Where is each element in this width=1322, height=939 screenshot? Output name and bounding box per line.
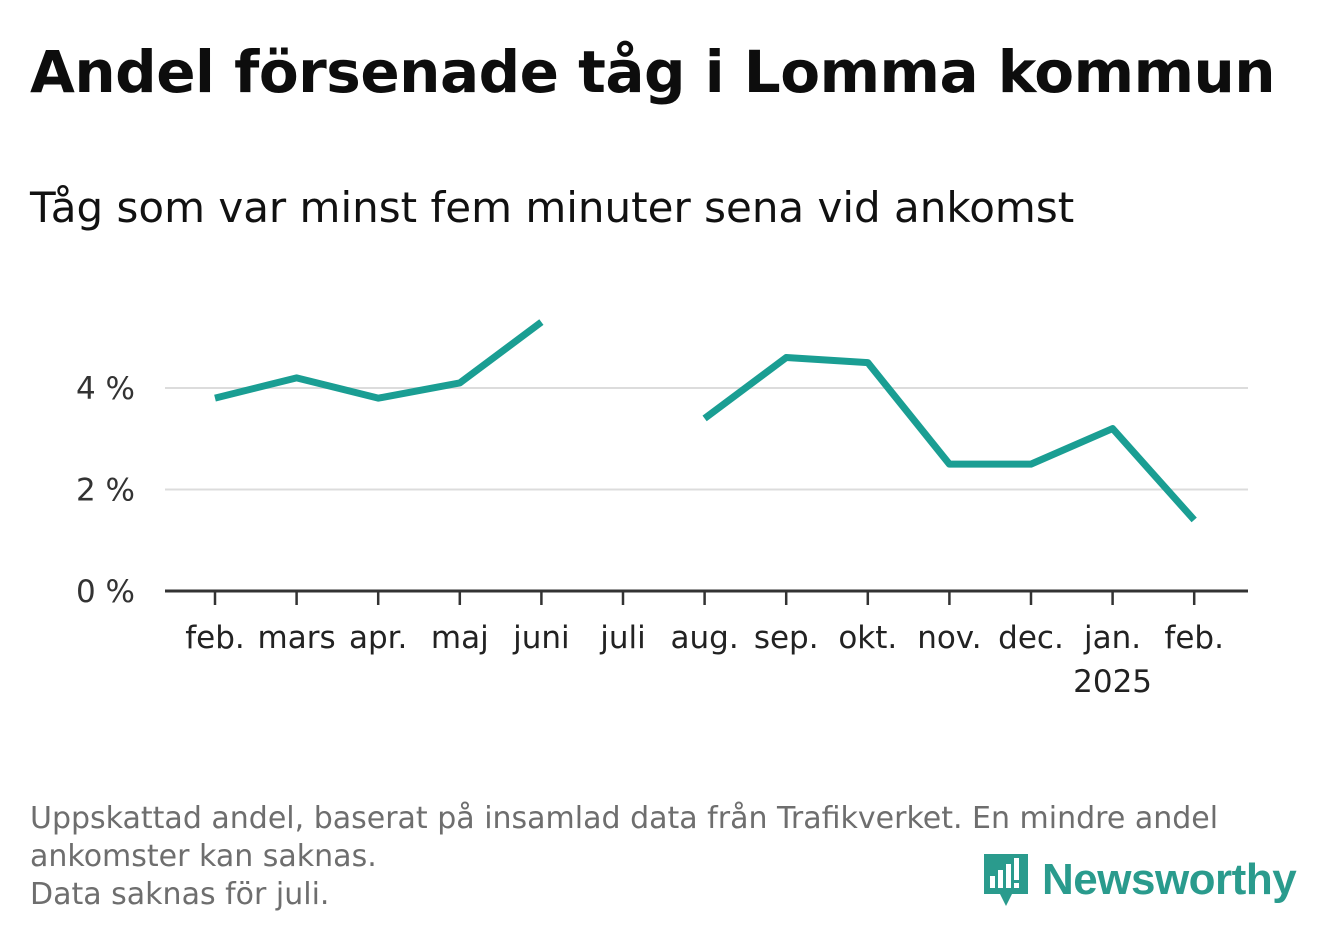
y-tick-label: 2 %: [76, 473, 135, 509]
x-tick-label: maj: [431, 620, 489, 656]
x-tick-label: sep.: [754, 620, 819, 656]
y-tick-label: 4 %: [76, 371, 135, 407]
y-axis-tick-labels: 0 % 2 % 4 %: [76, 371, 135, 610]
x-tick-label: apr.: [349, 620, 407, 656]
x-axis: [165, 589, 1248, 605]
x-tick-label: feb.: [185, 620, 245, 656]
newsworthy-logo-icon: [984, 854, 1028, 906]
chart-title: Andel försenade tåg i Lomma kommun: [30, 38, 1276, 106]
x-tick-label: nov.: [917, 620, 981, 656]
x-axis-tick-labels: feb. mars apr. maj juni juli aug. sep. okt. nov. d…: [185, 620, 1224, 700]
brand-name: Newsworthy: [1042, 855, 1297, 904]
footnote-line-2: ankomster kan saknas.: [30, 839, 377, 874]
footnote: Uppskattad andel, baserat på insamlad da…: [30, 800, 1290, 914]
line-chart: 0 % 2 % 4 % feb. mars apr. maj juni juli aug. sep…: [76, 319, 1248, 700]
brand-logo: Newsworthy: [980, 850, 1297, 910]
x-tick-label: aug.: [671, 620, 739, 656]
x-tick-label: juni: [512, 620, 570, 656]
series-lines: [214, 319, 1197, 523]
x-tick-label: mars: [258, 620, 336, 656]
footnote-line-1: Uppskattad andel, baserat på insamlad da…: [30, 801, 1219, 836]
series-line: [702, 354, 1197, 523]
chart-subtitle: Tåg som var minst fem minuter sena vid a…: [30, 183, 1075, 232]
x-tick-label: dec.: [998, 620, 1064, 656]
x-year-label: 2025: [1073, 664, 1152, 700]
x-tick-label: okt.: [838, 620, 897, 656]
x-tick-label: juli: [599, 620, 646, 656]
y-tick-label: 0 %: [76, 574, 135, 610]
x-tick-label: jan.: [1083, 620, 1141, 656]
footnote-line-3: Data saknas för juli.: [30, 877, 330, 912]
x-tick-label: feb.: [1164, 620, 1224, 656]
series-line: [214, 319, 544, 402]
